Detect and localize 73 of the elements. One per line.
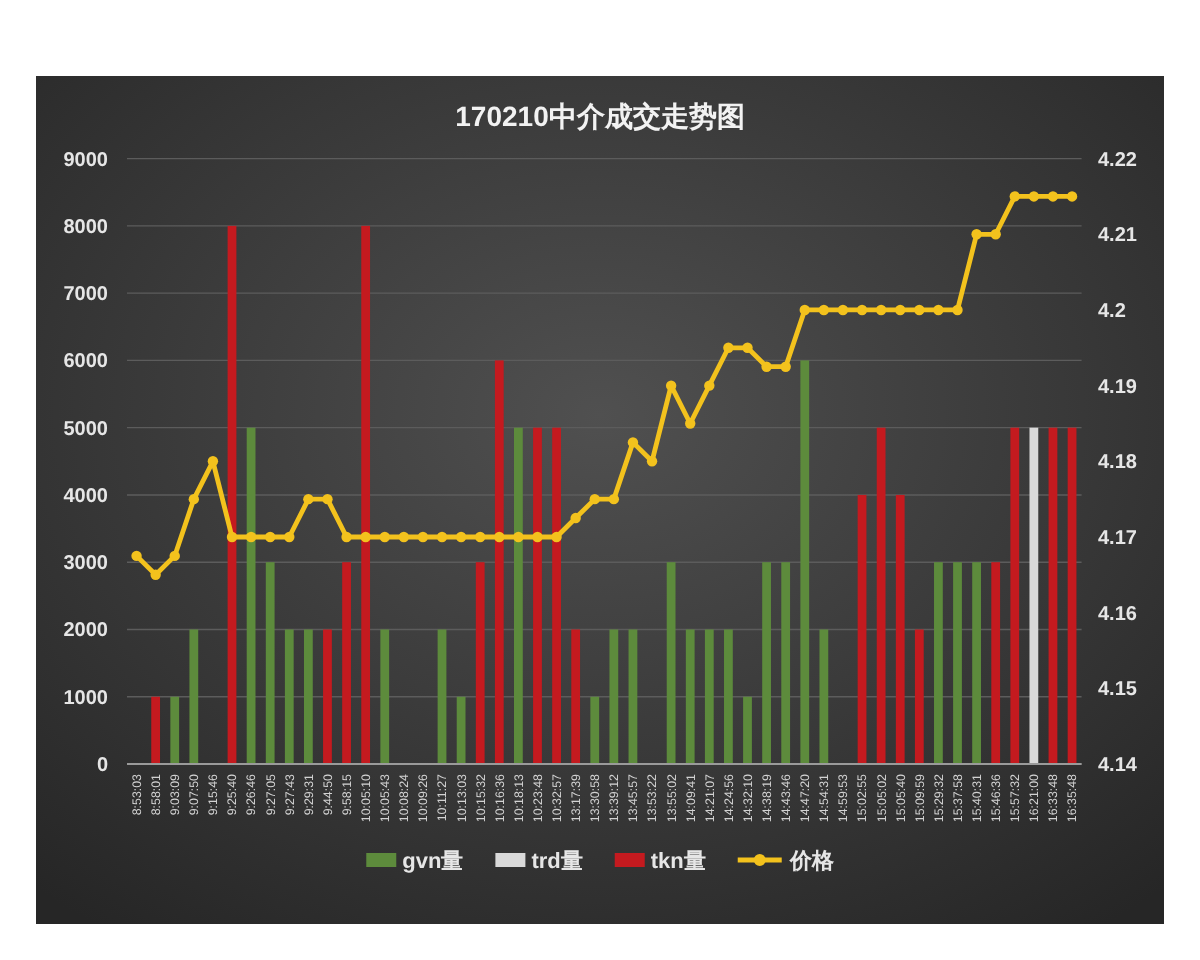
point <box>475 531 486 543</box>
point <box>417 531 429 543</box>
point <box>245 531 257 543</box>
point <box>398 531 410 543</box>
y2-tick-label: 4.16 <box>1098 603 1138 626</box>
legend-label: gvn量 <box>402 850 464 874</box>
point <box>818 304 830 316</box>
point <box>532 531 543 543</box>
y2-tick-label: 4.22 <box>1098 149 1138 172</box>
point <box>207 456 219 467</box>
point <box>226 531 238 543</box>
point <box>589 493 600 505</box>
y-tick-label: 1000 <box>63 687 109 710</box>
point <box>952 304 963 316</box>
point <box>455 531 467 543</box>
y2-tick-label: 4.17 <box>1098 527 1138 550</box>
y-tick-label: 7000 <box>63 284 109 307</box>
point <box>1028 191 1040 202</box>
legend-label: trd量 <box>531 850 583 874</box>
point <box>1009 191 1020 202</box>
point <box>627 437 639 448</box>
point <box>513 531 524 543</box>
point <box>379 531 390 543</box>
point <box>665 380 677 391</box>
point <box>856 304 868 316</box>
legend-label: tkn量 <box>650 850 706 874</box>
point <box>895 304 906 316</box>
point <box>914 304 925 316</box>
point <box>360 531 371 543</box>
point <box>436 531 448 543</box>
y2-tick-label: 4.18 <box>1098 452 1138 475</box>
point <box>704 380 715 391</box>
point <box>723 342 734 353</box>
point <box>990 229 1001 240</box>
point <box>875 304 887 316</box>
y2-tick-label: 4.2 <box>1098 300 1127 323</box>
y2-tick-label: 4.21 <box>1098 225 1138 248</box>
chart-title: 170210中介成交走势图 <box>455 100 745 132</box>
y-tick-label: 4000 <box>63 485 109 508</box>
point <box>570 512 581 524</box>
point <box>742 342 753 353</box>
point <box>799 304 810 316</box>
point <box>131 550 142 562</box>
point <box>971 229 982 240</box>
legend-label: 价格 <box>787 848 836 874</box>
point <box>494 531 505 543</box>
point <box>761 361 772 372</box>
y-tick-label: 3000 <box>63 553 109 576</box>
y-tick-label: 2000 <box>63 620 109 643</box>
point <box>188 493 200 505</box>
point <box>551 531 562 543</box>
point <box>608 493 620 505</box>
y-tick-label: 6000 <box>63 351 109 374</box>
y-tick-label: 0 <box>96 755 109 777</box>
point <box>322 493 333 505</box>
point <box>1047 191 1059 202</box>
point <box>341 531 352 543</box>
point <box>780 361 791 372</box>
point <box>933 304 944 316</box>
point <box>284 531 295 543</box>
point <box>169 550 180 562</box>
point <box>837 304 849 316</box>
y2-tick-label: 4.19 <box>1098 376 1138 399</box>
point <box>303 493 314 505</box>
y2-tick-label: 4.15 <box>1098 679 1138 702</box>
y-tick-label: 5000 <box>63 418 109 441</box>
point <box>1066 191 1078 202</box>
y-tick-label: 9000 <box>63 149 109 172</box>
y2-tick-label: 4.14 <box>1098 755 1138 777</box>
y-tick-label: 8000 <box>63 216 109 239</box>
point <box>150 569 161 581</box>
point <box>646 456 658 467</box>
point <box>264 531 276 543</box>
